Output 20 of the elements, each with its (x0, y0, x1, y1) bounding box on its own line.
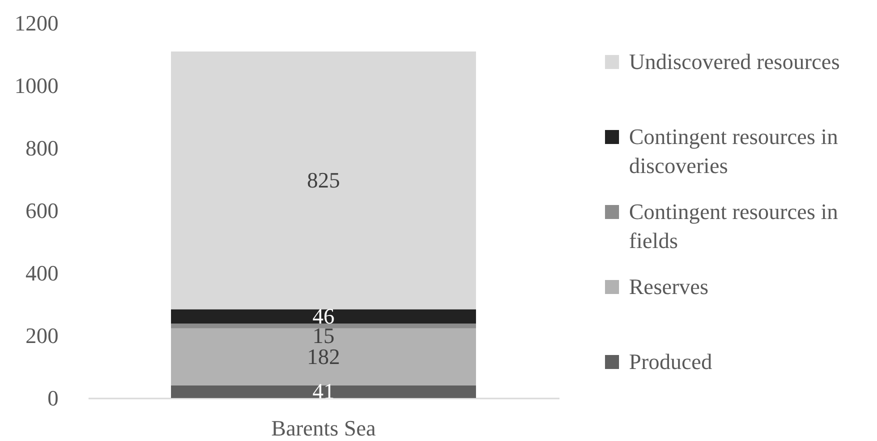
x-tick-label: Barents Sea (271, 416, 376, 440)
legend-label: Reserves (629, 274, 708, 299)
y-tick-label: 400 (26, 260, 58, 286)
legend-label: Produced (629, 349, 712, 374)
y-tick-label: 200 (26, 323, 58, 348)
bar (170, 328, 476, 386)
bar (170, 51, 476, 310)
bar (170, 324, 476, 328)
y-tick-label: 0 (48, 386, 58, 410)
data-label: 825 (307, 167, 340, 192)
y-tick-label: 1200 (14, 10, 58, 36)
bar (170, 309, 476, 324)
legend-label: Contingent resources in discoveries (629, 124, 838, 178)
legend-label: Contingent resources in fields (629, 199, 838, 253)
y-tick-label: 600 (26, 198, 58, 223)
bar (170, 385, 476, 398)
y-tick-label: 1000 (14, 73, 58, 98)
y-tick-label: 800 (26, 136, 58, 160)
data-label: 41 (312, 378, 334, 404)
legend-label: Undiscovered resources (629, 49, 840, 74)
